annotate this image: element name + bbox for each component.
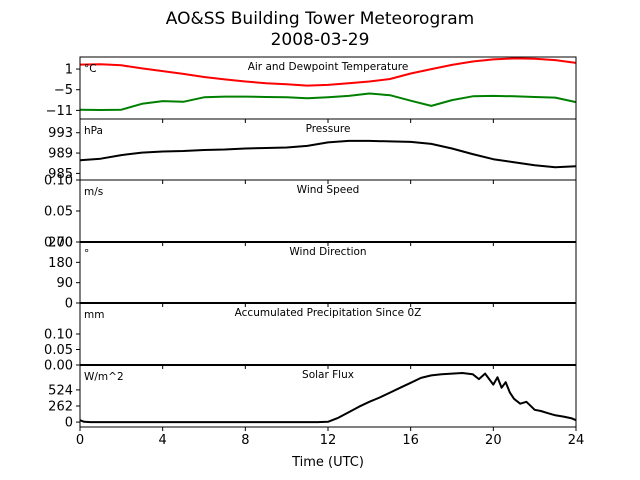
solar-flux-ytick-label: 0 [65, 416, 73, 431]
x-tick-label: 12 [320, 433, 337, 448]
panel-pressure: 993 989 985 Pressure hPa [48, 118, 577, 184]
figure-subtitle: 2008-03-29 [271, 30, 370, 50]
pressure-panel-title: Pressure [306, 123, 351, 135]
temperature-unit-label: °C [84, 63, 97, 75]
precipitation-ytick-label: 0.10 [44, 328, 73, 343]
solar-flux-unit-label: W/m^2 [84, 371, 124, 383]
temperature-ytick-label: −11 [46, 104, 73, 119]
x-tick-label: 16 [402, 433, 419, 448]
wind-speed-panel-title: Wind Speed [297, 184, 360, 196]
temperature-panel-title: Air and Dewpoint Temperature [248, 61, 409, 73]
wind-speed-ytick-label: 0.05 [44, 205, 73, 220]
pressure-ytick-label: 993 [48, 126, 73, 141]
wind-speed-unit-label: m/s [84, 186, 103, 198]
wind-speed-ytick-label: 0.00 [44, 236, 73, 251]
pressure-unit-label: hPa [84, 125, 103, 137]
solar-flux-ytick-label: 524 [48, 383, 73, 398]
wind-direction-ytick-label: 0 [65, 297, 73, 312]
solar-flux-series-0-line [79, 372, 577, 424]
figure-title: AO&SS Building Tower Meteorogram [166, 9, 474, 29]
solar-flux-panel-title: Solar Flux [302, 369, 354, 381]
temperature-ytick-label: 1 [65, 63, 73, 78]
precipitation-ytick-label: 0.05 [44, 343, 73, 358]
x-axis-label: Time (UTC) [291, 455, 364, 470]
x-tick-label: 0 [76, 433, 84, 448]
wind-direction-ytick-label: 90 [56, 276, 73, 291]
wind-speed-ytick-label: 0.10 [44, 174, 73, 189]
precipitation-panel-title: Accumulated Precipitation Since 0Z [235, 307, 422, 319]
panel-temperature: 1 −5 −11 Air and Dewpoint Temperature °C [46, 56, 577, 123]
x-tick-label: 24 [568, 433, 585, 448]
pressure-ytick-label: 985 [48, 167, 73, 182]
precipitation-unit-label: mm [84, 309, 104, 321]
temperature-ytick-label: −5 [54, 83, 73, 98]
wind-direction-unit-label: ° [84, 248, 89, 260]
wind-direction-ytick-label: 180 [48, 256, 73, 271]
wind-direction-panel-title: Wind Direction [289, 246, 366, 258]
wind-direction-ytick-label: 270 [48, 236, 73, 251]
pressure-ytick-label: 989 [48, 147, 73, 162]
pressure-series-0-line [79, 139, 577, 169]
x-tick-label: 4 [159, 433, 167, 448]
x-tick-label: 20 [485, 433, 502, 448]
x-tick-label: 8 [241, 433, 249, 448]
temperature-series-0-line [79, 57, 577, 87]
temperature-series-1-line [79, 92, 577, 111]
solar-flux-ytick-label: 262 [48, 400, 73, 415]
precipitation-ytick-label: 0.00 [44, 359, 73, 374]
